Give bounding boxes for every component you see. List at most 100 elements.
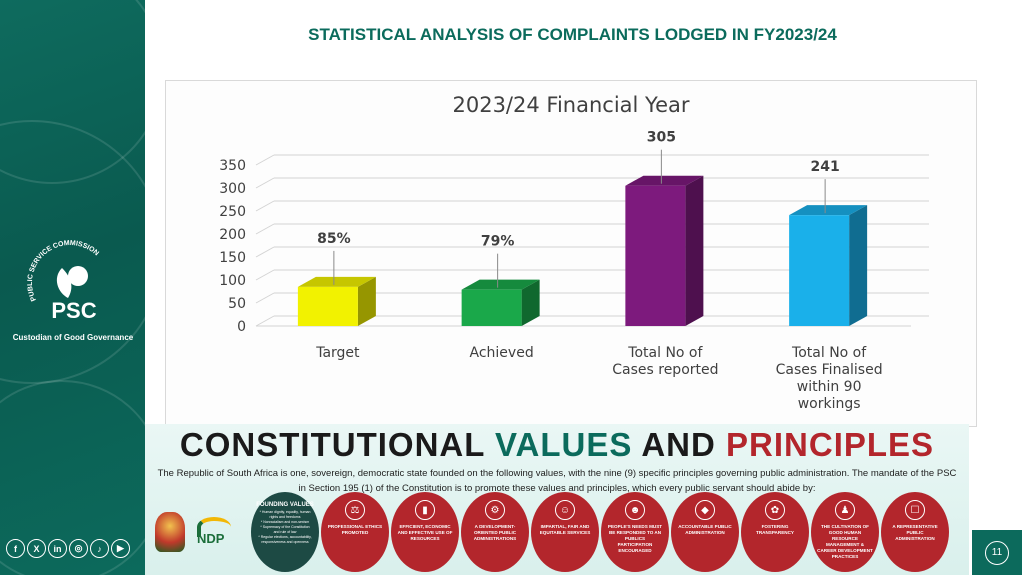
principle-circle: ▮ EFFICIENT, ECONOMIC AND EFFECTIVE USE O… bbox=[391, 492, 459, 572]
principle-circle: ☺ IMPARTIAL, FAIR AND EQUITABLE SERVICES bbox=[531, 492, 599, 572]
principle-circle: ⚖ PROFESSIONAL ETHICS PROMOTED bbox=[321, 492, 389, 572]
x-tick-label: Cases Finalised bbox=[776, 362, 883, 378]
psc-logo: PUBLIC SERVICE COMMISSION PSC bbox=[27, 240, 100, 323]
ndp-text: NDP bbox=[197, 531, 225, 546]
tagline: Custodian of Good Governance bbox=[12, 333, 134, 342]
banner-title: CONSTITUTIONAL VALUES AND PRINCIPLES bbox=[145, 426, 969, 464]
x-tick-label: within 90 bbox=[797, 379, 862, 395]
gridline-depth bbox=[255, 177, 275, 189]
principle-label: A REPRESENTATIVE PUBLIC ADMINISTRATION bbox=[892, 524, 938, 541]
page-title: STATISTICAL ANALYSIS OF COMPLAINTS LODGE… bbox=[308, 25, 837, 44]
page-number: 11 bbox=[985, 540, 1009, 565]
x-tick-label: Target bbox=[315, 345, 360, 361]
scales-icon: ⚖ bbox=[345, 500, 365, 520]
shield-icon: ◆ bbox=[695, 500, 715, 520]
principle-label: IMPARTIAL, FAIR AND EQUITABLE SERVICES bbox=[539, 524, 591, 535]
x-tick-label: Total No of bbox=[791, 345, 867, 361]
bar bbox=[297, 286, 358, 326]
principle-label: A DEVELOPMENT-ORIENTED PUBLIC ADMINISTRA… bbox=[473, 524, 517, 541]
development-icon: ⚙ bbox=[485, 500, 505, 520]
founding-value-line: * Nonracialism and non-sexism bbox=[260, 520, 310, 524]
x-tick-label: workings bbox=[798, 396, 861, 412]
representative-icon: ☐ bbox=[905, 500, 925, 520]
y-tick-label: 50 bbox=[228, 296, 246, 312]
data-label: 305 bbox=[647, 130, 676, 146]
gridline-depth bbox=[255, 315, 275, 327]
ndp-arc-icon bbox=[197, 517, 231, 537]
growth-chart-icon: ▮ bbox=[415, 500, 435, 520]
founding-values-title: FOUNDING VALUES bbox=[256, 502, 314, 508]
principle-circle: ◆ ACCOUNTABLE PUBLIC ADMINISTRATION bbox=[671, 492, 739, 572]
chart-container: 2023/24 Financial Year 0 50 100 150 200 250 30… bbox=[165, 80, 977, 427]
principle-label: PROFESSIONAL ETHICS PROMOTED bbox=[327, 524, 383, 535]
decorative-swirl bbox=[0, 380, 145, 575]
youtube-icon[interactable]: ▶ bbox=[111, 539, 130, 558]
linkedin-icon[interactable]: in bbox=[48, 539, 67, 558]
principle-circle: ⚙ A DEVELOPMENT-ORIENTED PUBLIC ADMINISTR… bbox=[461, 492, 529, 572]
bar-top bbox=[297, 276, 376, 287]
constitutional-values-banner: CONSTITUTIONAL VALUES AND PRINCIPLES The… bbox=[145, 424, 969, 575]
ndp-logo: NDP bbox=[193, 517, 233, 547]
x-tick-label: Total No of bbox=[627, 345, 703, 361]
principle-circle: ✿ FOSTERING TRANSPARENCY bbox=[741, 492, 809, 572]
bar-chart: 0 50 100 150 200 250 300 350 85% Target 79% Achieve… bbox=[219, 130, 929, 412]
principle-label: FOSTERING TRANSPARENCY bbox=[756, 524, 794, 535]
y-tick-label: 200 bbox=[219, 227, 246, 243]
principle-label: THE CULTIVATION OF GOOD HUMAN RESOURCE M… bbox=[817, 524, 873, 559]
tiktok-icon[interactable]: ♪ bbox=[90, 539, 109, 558]
y-tick-label: 150 bbox=[219, 250, 246, 266]
x-tick-label: Cases reported bbox=[612, 362, 718, 378]
y-tick-label: 0 bbox=[237, 319, 246, 335]
data-label: 85% bbox=[317, 231, 351, 247]
founding-values-list: * Human dignity, equality, human rights … bbox=[251, 508, 319, 547]
data-label: 241 bbox=[811, 159, 840, 175]
data-label: 79% bbox=[481, 234, 515, 250]
gridline-depth bbox=[255, 246, 275, 258]
gridline-depth bbox=[255, 223, 275, 235]
y-tick-label: 250 bbox=[219, 204, 246, 220]
gridline-depth bbox=[255, 269, 275, 281]
transparency-icon: ✿ bbox=[765, 500, 785, 520]
banner-title-word: CONSTITUTIONAL bbox=[179, 426, 485, 463]
banner-title-word: PRINCIPLES bbox=[726, 426, 935, 463]
principles-row: FOUNDING VALUES * Human dignity, equalit… bbox=[251, 492, 949, 572]
bar bbox=[789, 215, 850, 326]
banner-text: The Republic of South Africa is one, sov… bbox=[157, 468, 957, 494]
gridline-depth bbox=[255, 292, 275, 304]
people-icon: ☻ bbox=[625, 500, 645, 520]
founding-value-line: * Supremacy of the Constitution and rule… bbox=[260, 525, 310, 534]
facebook-icon[interactable]: f bbox=[6, 539, 25, 558]
chart-title: 2023/24 Financial Year bbox=[452, 93, 690, 117]
y-tick-label: 350 bbox=[219, 158, 246, 174]
gridline-depth bbox=[255, 200, 275, 212]
bar bbox=[625, 185, 686, 326]
founding-value-line: * Regular elections, accountability, res… bbox=[258, 535, 312, 544]
principle-label: PEOPLE'S NEEDS MUST BE RESPONDED TO AN P… bbox=[607, 524, 663, 553]
instagram-icon[interactable]: ◎ bbox=[69, 539, 88, 558]
bar bbox=[461, 289, 522, 326]
x-tick-label: Achieved bbox=[470, 345, 534, 361]
founding-values-circle: FOUNDING VALUES * Human dignity, equalit… bbox=[251, 492, 319, 572]
banner-title-word: AND bbox=[641, 426, 716, 463]
bar-side bbox=[685, 175, 704, 326]
y-tick-label: 300 bbox=[219, 181, 246, 197]
x-icon[interactable]: X bbox=[27, 539, 46, 558]
bar-top bbox=[625, 175, 704, 186]
coat-of-arms-icon bbox=[155, 512, 185, 552]
bar-top bbox=[461, 279, 540, 290]
bar-side bbox=[521, 279, 540, 326]
bar-top bbox=[789, 205, 868, 216]
page-number-box: 11 bbox=[972, 530, 1022, 575]
founding-value-line: * Human dignity, equality, human rights … bbox=[259, 510, 311, 519]
fairness-icon: ☺ bbox=[555, 500, 575, 520]
logo-text: PSC bbox=[51, 298, 96, 323]
sidebar: PUBLIC SERVICE COMMISSION PSC Custodian … bbox=[0, 0, 145, 575]
bar-side bbox=[357, 276, 376, 326]
principle-label: ACCOUNTABLE PUBLIC ADMINISTRATION bbox=[678, 524, 732, 535]
banner-title-word: VALUES bbox=[494, 426, 633, 463]
emblems: NDP bbox=[155, 512, 233, 552]
principle-circle: ♟ THE CULTIVATION OF GOOD HUMAN RESOURCE … bbox=[811, 492, 879, 572]
y-tick-label: 100 bbox=[219, 273, 246, 289]
principle-label: EFFICIENT, ECONOMIC AND EFFECTIVE USE OF… bbox=[397, 524, 453, 541]
